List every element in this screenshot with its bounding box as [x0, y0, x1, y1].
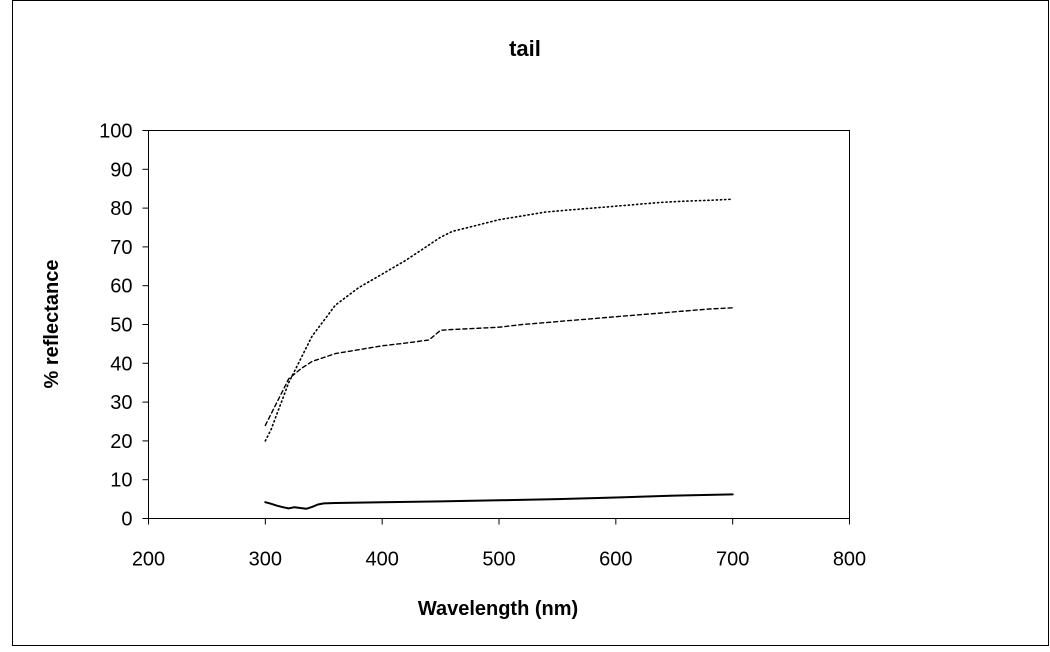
x-tick-label: 700 — [716, 549, 749, 571]
y-tick-label: 100 — [99, 121, 132, 143]
y-axis-title: % reflectance — [41, 260, 63, 389]
x-tick-label: 300 — [249, 549, 282, 571]
chart-title: tail — [509, 36, 541, 61]
x-tick-label: 600 — [599, 549, 632, 571]
x-tick-label: 200 — [132, 549, 165, 571]
series-line-2 — [264, 307, 734, 427]
y-axis: 0 10 20 30 40 50 60 70 80 90 100 — [99, 121, 149, 531]
x-tick-label: 400 — [365, 549, 398, 571]
x-axis-title: Wavelength (nm) — [418, 598, 578, 620]
y-tick-label: 10 — [110, 470, 132, 492]
x-axis: 200 300 400 500 600 700 800 — [132, 518, 866, 571]
y-tick-label: 20 — [110, 431, 132, 453]
y-tick-label: 50 — [110, 315, 132, 337]
series-line-3 — [264, 493, 734, 510]
y-tick-label: 40 — [110, 353, 132, 375]
y-tick-label: 30 — [110, 392, 132, 414]
y-tick-label: 90 — [110, 159, 132, 181]
y-tick-label: 0 — [121, 509, 132, 531]
y-tick-label: 70 — [110, 237, 132, 259]
x-tick-label: 500 — [482, 549, 515, 571]
y-tick-label: 60 — [110, 276, 132, 298]
y-tick-label: 80 — [110, 198, 132, 220]
x-tick-label: 800 — [833, 549, 866, 571]
series-layer — [264, 198, 734, 510]
chart-area-border — [12, 0, 1049, 646]
